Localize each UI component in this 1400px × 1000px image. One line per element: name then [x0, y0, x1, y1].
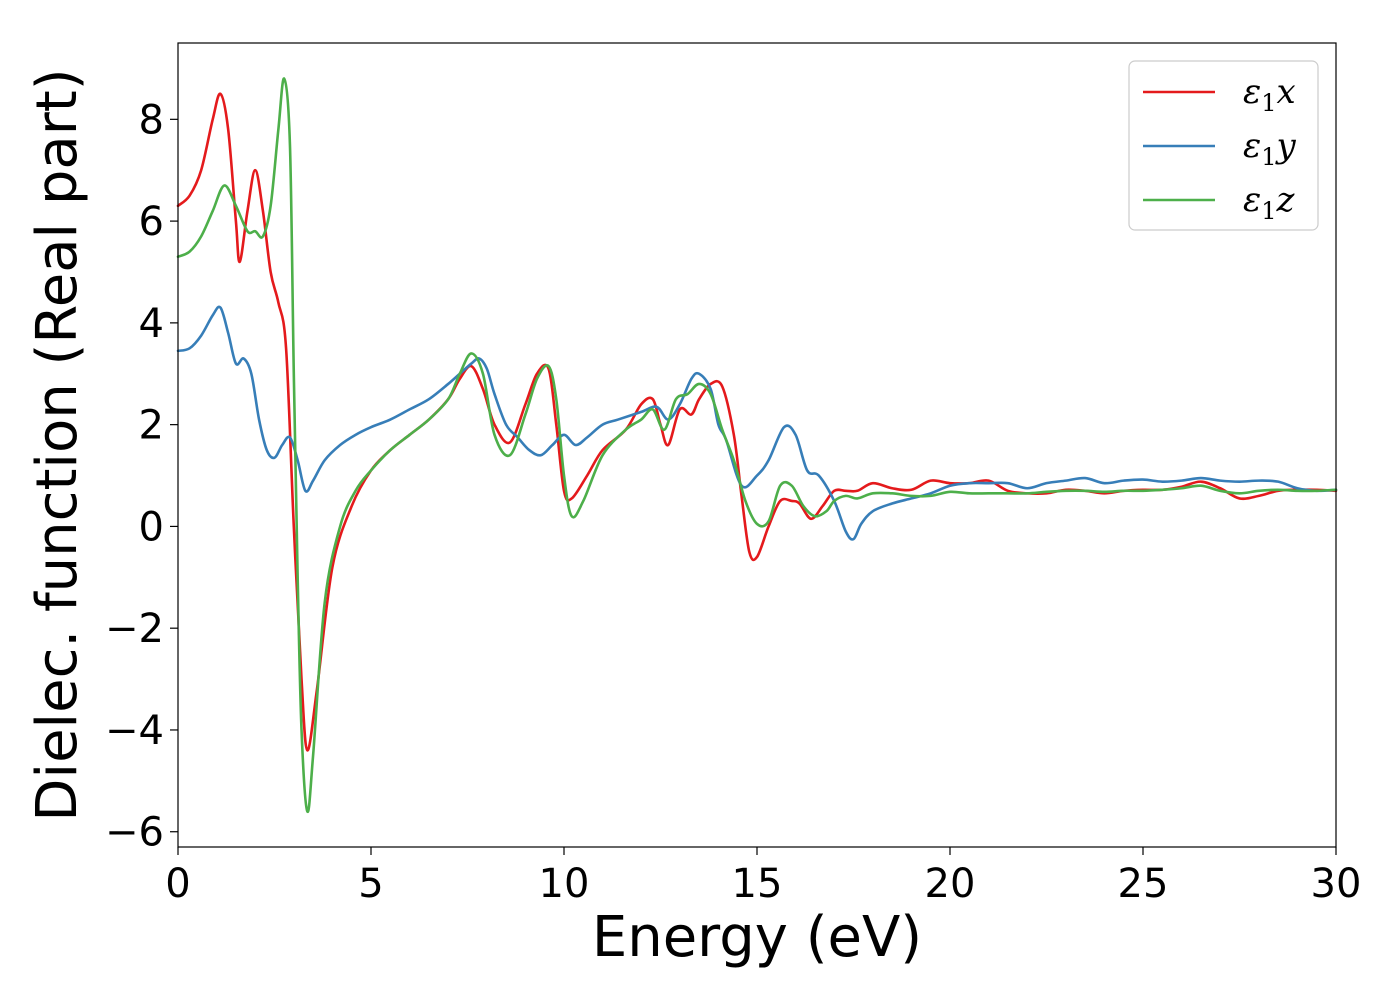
legend-box: [1128, 60, 1319, 231]
y-tick-label: 4: [139, 301, 164, 347]
y-axis-ticks: −6 −4 −2 0 2 4 6 8: [105, 97, 178, 856]
x-tick-label: 25: [1118, 861, 1169, 907]
y-tick-label: −2: [105, 606, 164, 652]
x-tick-label: 10: [539, 861, 590, 907]
x-tick-label: 15: [732, 861, 783, 907]
y-tick-label: −6: [105, 810, 164, 856]
y-tick-label: 6: [139, 199, 164, 245]
y-tick-label: 2: [139, 403, 164, 449]
legend: ε1x ε1y ε1z: [1128, 60, 1319, 231]
legend-label-y: ε1y: [1243, 126, 1297, 171]
x-tick-label: 5: [358, 861, 383, 907]
y-axis-label: Dielec. function (Real part): [25, 68, 90, 821]
series-layer: [176, 77, 1338, 814]
series-line-z: [176, 77, 1338, 814]
legend-label-z: ε1z: [1243, 180, 1296, 225]
y-tick-label: 0: [139, 504, 164, 550]
y-tick-label: 8: [139, 97, 164, 143]
x-tick-label: 30: [1311, 861, 1362, 907]
x-axis-label: Energy (eV): [592, 905, 922, 970]
y-tick-label: −4: [105, 708, 164, 754]
x-tick-label: 20: [925, 861, 976, 907]
legend-label-x: ε1x: [1243, 72, 1296, 117]
x-tick-label: 0: [165, 861, 190, 907]
x-axis-ticks: 0 5 10 15 20 25 30: [165, 847, 1361, 907]
